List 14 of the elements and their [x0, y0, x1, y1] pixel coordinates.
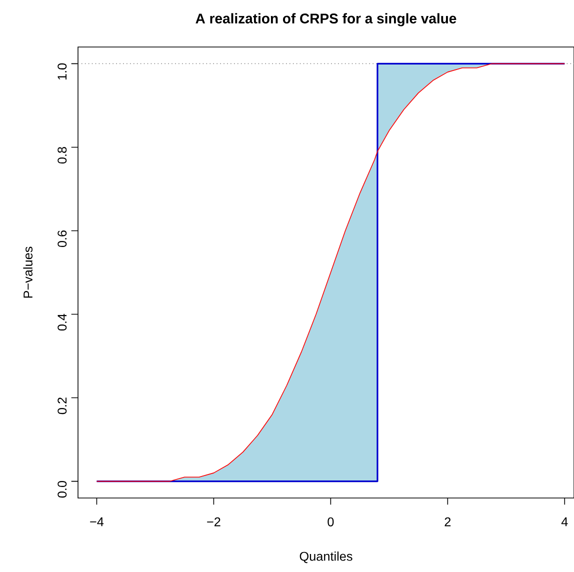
x-axis-title: Quantiles	[300, 552, 352, 564]
y-tick-label: 0.6	[58, 230, 67, 248]
x-tick-label: 4	[561, 517, 568, 526]
y-tick-label: 0.4	[58, 314, 67, 331]
y-tick-label: 0.8	[58, 146, 67, 164]
chart-title: A realization of CRPS for a single value	[196, 13, 456, 26]
y-tick-label: 0.2	[58, 398, 67, 414]
y-axis-title: P−values	[23, 246, 33, 298]
x-tick-label: 2	[444, 517, 451, 526]
y-tick-label: 1.0	[58, 63, 67, 80]
x-tick-label: 0	[328, 517, 334, 526]
y-tick-label: 0.0	[58, 480, 67, 498]
x-tick-label: −4	[90, 517, 104, 526]
x-tick-label: −2	[207, 517, 220, 526]
